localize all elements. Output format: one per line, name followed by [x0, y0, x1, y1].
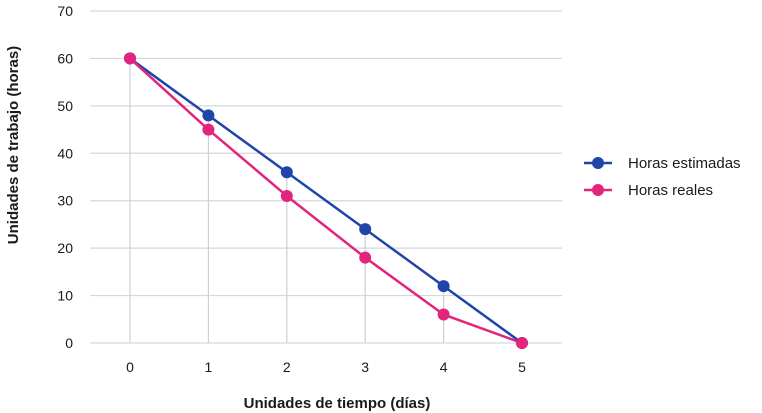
series-horas-reales	[124, 52, 528, 349]
legend-label-0: Horas estimadas	[628, 155, 741, 172]
legend-item-1: Horas reales	[584, 182, 713, 199]
y-tick-label-10: 10	[57, 288, 73, 304]
x-tick-label-1: 1	[205, 359, 213, 375]
data-point-1-0	[124, 52, 136, 65]
legend: Horas estimadas Horas reales	[584, 155, 741, 199]
data-point-1-1	[202, 123, 215, 136]
data-point-0-1	[202, 109, 215, 122]
y-tick-label-20: 20	[57, 240, 73, 256]
x-tick-label-3: 3	[361, 359, 369, 375]
y-axis-title: Unidades de trabajo (horas)	[5, 46, 22, 244]
series-line-0	[129, 57, 523, 345]
data-point-1-5	[516, 337, 528, 349]
y-tick-label-40: 40	[57, 145, 73, 161]
legend-label-1: Horas reales	[628, 182, 713, 199]
x-axis-tick-labels: 0 1 2 3 4 5	[126, 359, 526, 375]
y-axis-tick-labels: 0 10 20 30 40 50 60 70	[57, 3, 73, 351]
data-point-0-3	[359, 223, 372, 236]
data-point-1-3	[359, 251, 372, 264]
legend-marker-1	[592, 184, 604, 196]
series-line-1	[129, 57, 523, 345]
x-tick-label-5: 5	[518, 359, 526, 375]
data-point-1-2	[280, 189, 293, 202]
data-series	[124, 52, 528, 349]
data-point-1-4	[437, 308, 450, 321]
data-point-0-2	[280, 166, 293, 179]
y-tick-label-70: 70	[57, 3, 73, 19]
data-point-0-4	[437, 280, 450, 293]
y-tick-label-30: 30	[57, 193, 73, 209]
legend-marker-0	[592, 157, 604, 169]
x-tick-label-0: 0	[126, 359, 134, 375]
legend-item-0: Horas estimadas	[584, 155, 741, 172]
y-tick-label-0: 0	[65, 335, 73, 351]
x-axis-title: Unidades de tiempo (días)	[244, 395, 431, 412]
y-tick-label-60: 60	[57, 50, 73, 66]
grid-lines	[90, 10, 562, 344]
x-tick-label-2: 2	[283, 359, 291, 375]
x-tick-label-4: 4	[440, 359, 448, 375]
y-tick-label-50: 50	[57, 98, 73, 114]
